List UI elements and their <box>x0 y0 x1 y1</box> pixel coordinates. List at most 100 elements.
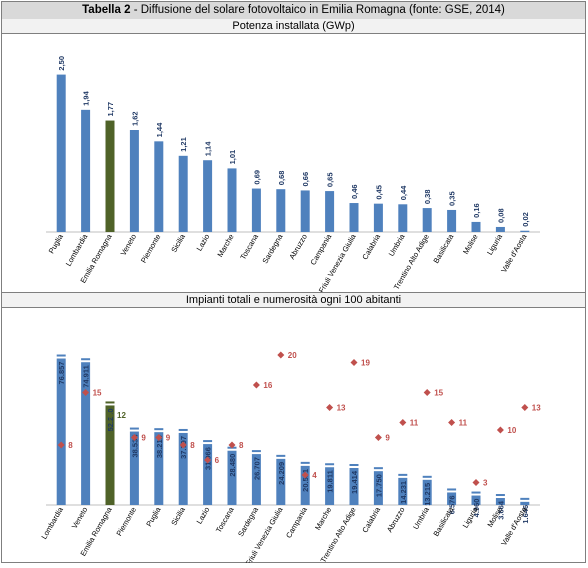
value-label: 0,44 <box>399 185 408 200</box>
category-label: Piemonte <box>114 506 138 538</box>
category-label: Basilicata <box>431 505 455 538</box>
value-label: 0,65 <box>326 172 335 187</box>
density-label: 16 <box>263 381 272 390</box>
value-label: 76.857 <box>57 362 66 385</box>
bar <box>105 120 115 232</box>
density-label: 8 <box>68 441 73 450</box>
value-label: 19.811 <box>326 470 335 493</box>
density-marker <box>399 419 407 426</box>
density-marker <box>179 441 187 449</box>
density-marker <box>521 404 529 411</box>
bar-cap <box>422 475 432 478</box>
value-label: 1,14 <box>204 141 213 156</box>
table-title-bold: Tabella 2 <box>82 4 131 16</box>
bar <box>203 160 213 232</box>
bar <box>349 203 359 232</box>
bar <box>398 204 408 232</box>
value-label: 0,35 <box>448 191 457 206</box>
bar <box>154 432 164 505</box>
bar-cap <box>56 354 66 357</box>
bar-cap <box>203 440 213 443</box>
category-label: Valle d'Aosta <box>499 232 529 274</box>
bar <box>447 209 457 232</box>
bar <box>81 109 91 232</box>
category-label: Lombardia <box>39 505 65 541</box>
chart1-title: Potenza installata (GWp) <box>2 19 585 34</box>
density-label: 9 <box>385 434 390 443</box>
bar <box>56 74 66 232</box>
bar-cap <box>276 454 286 457</box>
bar <box>300 465 310 505</box>
value-label: 0,38 <box>423 189 432 204</box>
bar <box>373 203 383 232</box>
category-label: Umbria <box>387 232 407 258</box>
category-label: Umbria <box>411 505 431 531</box>
bar-cap <box>154 428 164 431</box>
density-marker <box>106 411 114 419</box>
category-label: Abruzzo <box>287 233 309 261</box>
value-label: 28.480 <box>228 454 237 477</box>
bar-cap <box>520 497 530 500</box>
density-label: 3 <box>483 479 488 488</box>
bar <box>105 405 115 505</box>
density-label: 15 <box>93 389 102 398</box>
category-label: Molise <box>461 233 480 256</box>
chart1-area: 2,50 Puglia 1,94 Lombardia 1,77 Emilia Romagn… <box>2 35 585 294</box>
bar-cap <box>471 491 481 494</box>
value-label: 3.664 <box>496 500 505 520</box>
chart2-area: 76.857 Lombardia 8 74.911 Veneto 15 52.230 Emil… <box>2 308 585 567</box>
density-label: 8 <box>239 441 244 450</box>
category-label: Marche <box>215 233 235 259</box>
density-marker <box>496 426 504 434</box>
bar <box>325 191 335 232</box>
density-label: 20 <box>288 351 297 360</box>
bar-cap <box>178 428 188 431</box>
bar-cap <box>300 461 310 464</box>
density-marker <box>350 359 358 366</box>
value-label: 0,66 <box>301 172 310 187</box>
category-label: Abruzzo <box>385 506 407 534</box>
value-label: 0,45 <box>374 185 383 200</box>
category-label: Lazio <box>195 233 212 253</box>
bar <box>227 168 237 232</box>
density-marker <box>448 419 456 426</box>
bar-cap <box>373 467 383 470</box>
bar <box>349 467 359 505</box>
category-label: Campania <box>284 505 309 540</box>
value-label: 19.414 <box>350 470 359 494</box>
value-label: 14.231 <box>399 481 408 504</box>
value-label: 6.576 <box>448 495 457 514</box>
density-marker <box>326 404 334 411</box>
category-label: Sardegna <box>260 232 284 265</box>
bar <box>154 141 164 232</box>
density-label: 13 <box>337 404 346 413</box>
category-label: Sardegna <box>236 505 260 538</box>
bar <box>251 188 261 232</box>
value-label: 13.215 <box>423 483 432 506</box>
value-label: 38.215 <box>155 435 164 458</box>
value-label: 38.534 <box>130 434 139 458</box>
value-label: 26.707 <box>252 457 261 480</box>
value-label: 17.750 <box>374 474 383 497</box>
bar <box>81 362 91 505</box>
density-marker <box>252 381 260 389</box>
density-marker <box>82 389 90 396</box>
value-label: 0,69 <box>252 170 261 185</box>
density-marker <box>228 441 236 449</box>
value-label: 4.960 <box>472 499 481 518</box>
value-label: 0,68 <box>277 171 286 186</box>
value-label: 1,77 <box>106 102 115 117</box>
bar-cap <box>81 358 91 361</box>
category-label: Puglia <box>47 232 66 255</box>
bar <box>325 467 335 505</box>
density-marker <box>301 471 309 479</box>
value-label: 1,21 <box>179 137 188 152</box>
bar <box>471 221 481 232</box>
bar <box>422 479 432 505</box>
bar <box>227 450 237 505</box>
density-label: 19 <box>361 359 370 368</box>
value-label: 0,16 <box>472 203 481 218</box>
chart2-title: Impianti totali e numerosità ogni 100 ab… <box>2 292 585 308</box>
